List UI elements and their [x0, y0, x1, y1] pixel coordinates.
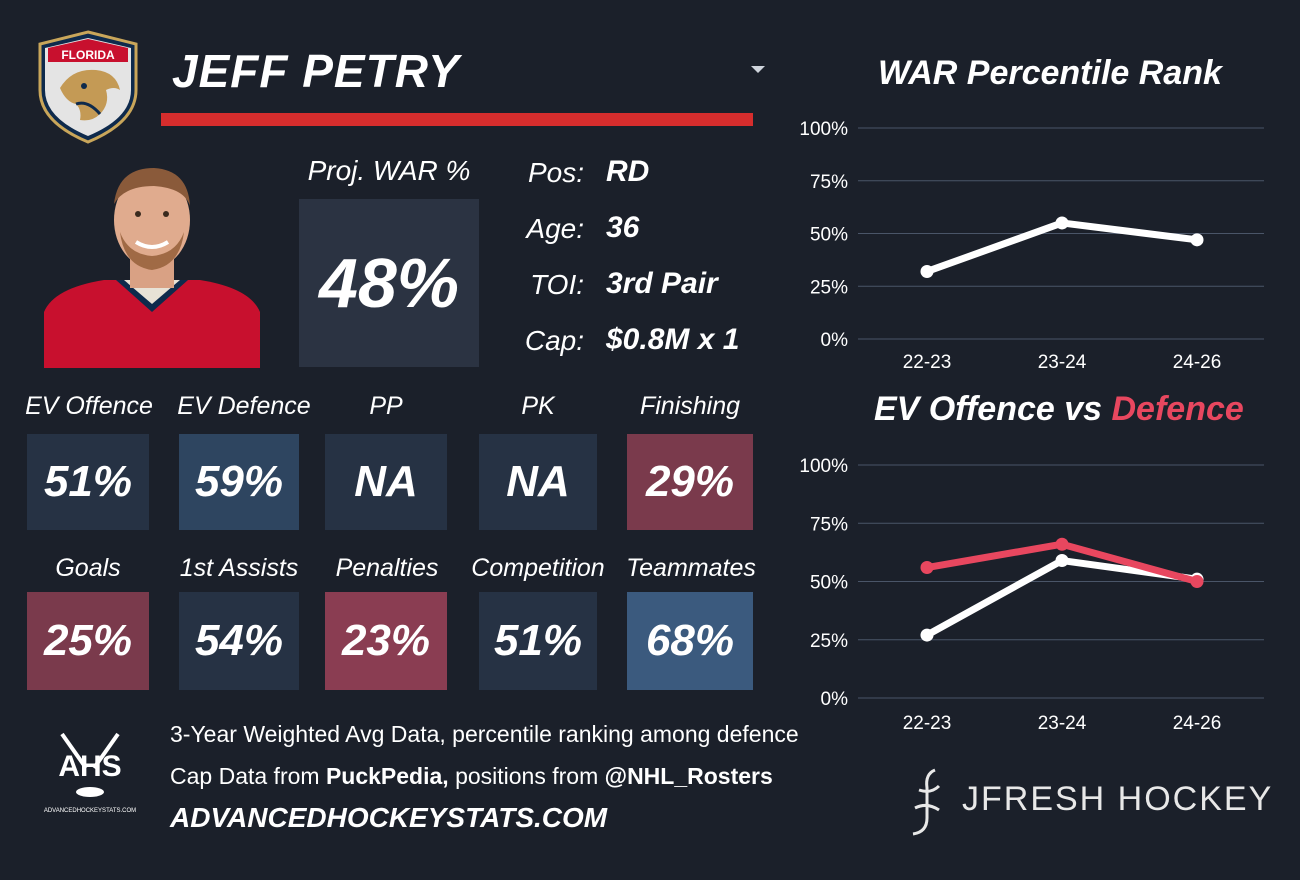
stat-value-competition: 51%	[493, 616, 583, 665]
ev-chart-title-part2: Defence	[1111, 390, 1244, 428]
name-underline	[161, 113, 753, 126]
stat-box-1st-assists: 54%	[179, 592, 299, 690]
player-name: JEFF PETRY	[172, 45, 460, 97]
war-chart-series-point-0	[920, 264, 934, 278]
war-chart-x-tick-label: 22-23	[903, 352, 952, 373]
svg-text:FLORIDA: FLORIDA	[61, 48, 115, 62]
stat-value-penalties: 23%	[341, 616, 431, 665]
war-chart-y-tick-label: 25%	[810, 277, 848, 298]
ev-offence-defence-chart: 100% 75% 50% 25% 0% 22-23 23-24 24-26	[799, 456, 1264, 734]
war-chart-series-point-0	[1190, 233, 1204, 247]
jfresh-logo	[905, 768, 947, 838]
ev-chart-title-part1: EV Offence vs	[874, 390, 1112, 428]
stat-box-ev-defence: 59%	[179, 434, 299, 530]
stat-label-penalties: Penalties	[335, 554, 439, 582]
toi-label: TOI:	[530, 269, 584, 300]
player-dropdown-chevron-icon[interactable]	[748, 62, 768, 76]
age-value: 36	[606, 211, 640, 244]
cap-value: $0.8M x 1	[606, 323, 740, 356]
position-value: RD	[606, 155, 650, 188]
stat-value-1st-assists: 54%	[194, 616, 284, 665]
ev-chart-x-tick-label: 22-23	[903, 713, 952, 734]
war-chart-series-line-0	[923, 219, 1201, 275]
stat-label-teammates: Teammates	[626, 554, 756, 582]
war-chart-y-tick-label: 50%	[810, 225, 848, 246]
ev-chart-x-tick-label: 24-26	[1173, 713, 1222, 734]
ahs-logo: AHS ADVANCEDHOCKEYSTATS.COM	[40, 724, 140, 820]
stat-label-pk: PK	[521, 392, 555, 420]
war-chart-title: WAR Percentile Rank	[878, 54, 1222, 92]
stat-box-finishing: 29%	[627, 434, 753, 530]
footer-positions-mid: positions from	[448, 763, 605, 789]
stat-label-1st-assists: 1st Assists	[179, 554, 299, 582]
war-chart-y-tick-label: 75%	[810, 172, 848, 193]
footer-site-link[interactable]: ADVANCEDHOCKEYSTATS.COM	[170, 802, 608, 833]
footer-credits: Cap Data from PuckPedia, positions from …	[170, 763, 773, 790]
cap-label: Cap:	[524, 325, 584, 356]
stat-value-ev-offence: 51%	[43, 457, 133, 506]
stat-label-competition: Competition	[471, 554, 605, 582]
player-headshot	[44, 162, 260, 368]
war-chart-x-tick-label: 24-26	[1173, 352, 1222, 373]
stat-value-pp: NA	[354, 457, 418, 506]
stat-label-ev-offence: EV Offence	[25, 392, 153, 420]
stat-label-finishing: Finishing	[639, 392, 741, 420]
footer-note: 3-Year Weighted Avg Data, percentile ran…	[170, 721, 799, 747]
ev-chart-series-point-0	[1055, 554, 1069, 568]
war-chart-y-tick-label: 0%	[821, 330, 849, 351]
ev-chart-y-tick-label: 25%	[810, 631, 848, 652]
stat-box-pp: NA	[325, 434, 447, 530]
war-chart-x-tick-label: 23-24	[1038, 352, 1087, 373]
ev-chart-x-tick-label: 23-24	[1038, 713, 1087, 734]
stat-value-goals: 25%	[43, 616, 133, 665]
toi-value: 3rd Pair	[606, 267, 718, 300]
stat-box-ev-offence: 51%	[27, 434, 149, 530]
ev-chart-series-point-1	[920, 561, 934, 575]
ahs-logo-subtext: ADVANCEDHOCKEYSTATS.COM	[44, 808, 136, 814]
proj-war-label: Proj. WAR %	[307, 155, 471, 186]
stat-label-pp: PP	[369, 392, 403, 420]
stat-value-pk: NA	[506, 457, 570, 506]
stat-value-ev-defence: 59%	[194, 457, 284, 506]
ev-chart-series-point-1	[1190, 575, 1204, 588]
age-label: Age:	[526, 213, 584, 244]
ev-chart-title: EV Offence vs Defence	[874, 390, 1244, 429]
stat-box-penalties: 23%	[325, 592, 447, 690]
stat-label-goals: Goals	[55, 554, 121, 582]
ev-chart-y-tick-label: 50%	[810, 573, 848, 594]
ev-chart-y-tick-label: 75%	[810, 514, 848, 535]
ev-chart-y-tick-label: 100%	[799, 456, 848, 477]
war-chart-y-tick-label: 100%	[799, 119, 848, 140]
position-label: Pos:	[527, 157, 584, 188]
proj-war-box: 48%	[299, 199, 479, 367]
stat-box-competition: 51%	[479, 592, 597, 690]
war-percentile-chart: 100% 75% 50% 25% 0% 22-23 23-24 24-26	[799, 119, 1264, 373]
footer-nhl-rosters-link[interactable]: @NHL_Rosters	[604, 763, 773, 789]
stat-box-pk: NA	[479, 434, 597, 530]
footer-cap-prefix: Cap Data from	[170, 763, 326, 789]
footer-puckpedia-link[interactable]: PuckPedia,	[325, 763, 449, 789]
jfresh-brand: JFRESH HOCKEY	[962, 780, 1274, 818]
stat-box-teammates: 68%	[627, 592, 753, 690]
ahs-logo-text: AHS	[58, 750, 121, 783]
stat-value-finishing: 29%	[645, 457, 735, 506]
team-logo: FLORIDA	[36, 30, 140, 144]
ev-chart-y-tick-label: 0%	[821, 689, 849, 710]
war-chart-series-point-0	[1055, 216, 1069, 230]
stat-label-ev-defence: EV Defence	[177, 392, 311, 420]
proj-war-value: 48%	[318, 244, 460, 322]
stat-box-goals: 25%	[27, 592, 149, 690]
ev-chart-series-point-1	[1055, 537, 1069, 551]
stat-value-teammates: 68%	[645, 616, 735, 665]
ev-chart-series-point-0	[920, 628, 934, 642]
